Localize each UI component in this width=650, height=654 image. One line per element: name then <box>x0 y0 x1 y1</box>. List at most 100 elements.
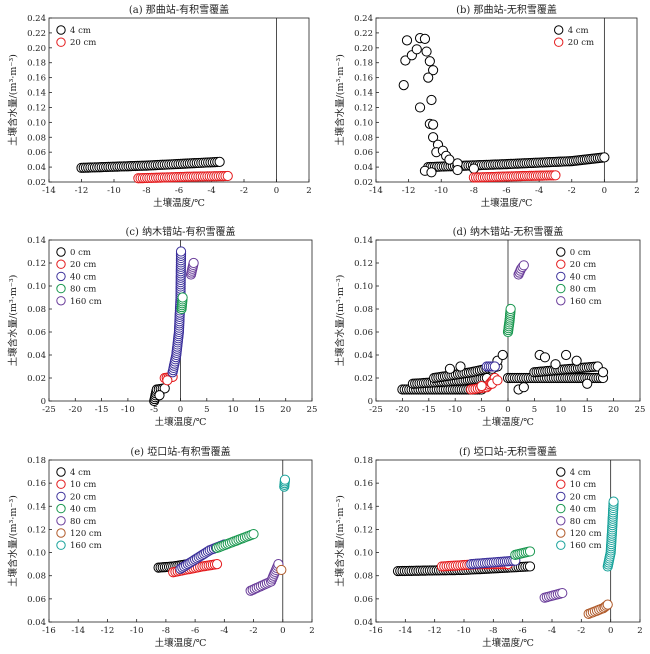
y-tick-label: 0.12 <box>354 259 373 269</box>
x-tick-label: -10 <box>121 405 135 415</box>
y-tick-label: 0.02 <box>27 178 46 188</box>
data-point <box>560 349 572 361</box>
legend-label: 160 cm <box>570 541 602 551</box>
data-point <box>414 102 426 113</box>
y-tick-label: 0.04 <box>27 618 46 628</box>
series-20-cm <box>175 539 230 574</box>
data-point <box>455 361 466 372</box>
x-tick-label: -8 <box>470 186 478 196</box>
series-80-cm <box>245 559 284 596</box>
data-point <box>602 599 613 610</box>
data-point <box>279 474 291 485</box>
y-axis-label: 土壤含水量/(m³·m⁻³) <box>7 275 19 367</box>
legend-marker <box>56 283 66 294</box>
chart-title: (b) 那曲站-无积雪覆盖 <box>456 3 557 16</box>
chart-panel-3: (c) 纳木错站-有积雪覆盖 -25 -20 -15 -10 -5 0 5 10 15 20 25 0 0… <box>7 225 317 428</box>
legend-marker <box>56 296 66 306</box>
data-point <box>539 352 551 363</box>
y-tick-label: 0.10 <box>354 282 373 292</box>
y-tick-label: 0.14 <box>27 89 46 99</box>
y-tick-label: 0.08 <box>27 572 46 582</box>
data-point <box>489 361 500 372</box>
x-tick-label: 10 <box>228 405 239 415</box>
y-tick-label: 0.06 <box>27 595 46 605</box>
chart-panel-5: (e) 埡口站-有积雪覆盖 -16 -14 -12 -10 -8 -6 -4 -2 0 2 0.04 0… <box>7 445 315 649</box>
y-tick-label: 0.18 <box>27 59 46 69</box>
x-tick-label: 2 <box>306 186 311 196</box>
x-tick-label: -5 <box>477 405 485 415</box>
y-axis-label: 土壤含水量/(m³·m⁻³) <box>7 54 19 146</box>
y-tick-label: 0.10 <box>354 549 373 559</box>
y-tick-label: 0.10 <box>354 118 373 128</box>
data-point <box>214 156 225 167</box>
series-0-cm <box>149 383 170 407</box>
legend-marker <box>556 479 566 489</box>
x-tick-label: -6 <box>191 626 199 636</box>
series-20-cm <box>133 170 233 184</box>
data-point <box>524 546 536 557</box>
data-point <box>452 164 463 176</box>
x-tick-label: -4 <box>207 186 215 196</box>
y-axis-label: 土壤含水量/(m³·m⁻³) <box>334 54 346 146</box>
legend-marker <box>556 283 566 294</box>
x-axis-label: 土壤温度/℃ <box>482 637 534 649</box>
legend-label: 4 cm <box>70 26 91 36</box>
legend-label: 80 cm <box>70 285 96 295</box>
legend-marker <box>56 271 66 282</box>
chart-panel-1: (a) 那曲站-有积雪覆盖 -14 -12 -10 -8 -6 -4 -2 0 2 0.02 0.04… <box>7 3 312 209</box>
x-tick-label: 0 <box>608 626 613 636</box>
x-tick-label: 20 <box>280 405 291 415</box>
y-tick-label: 0.08 <box>354 572 373 582</box>
legend-label: 20 cm <box>570 492 596 502</box>
legend-label: 160 cm <box>570 297 602 307</box>
y-tick-label: 0.14 <box>354 236 373 246</box>
y-tick-label: 0.20 <box>354 44 373 54</box>
x-axis-label: 土壤温度/℃ <box>155 416 207 428</box>
series-80-cm <box>502 303 516 338</box>
data-point <box>398 79 409 91</box>
data-point <box>423 72 434 83</box>
data-point <box>599 152 610 163</box>
y-tick-label: 0.16 <box>354 479 373 489</box>
legend-label: 0 cm <box>570 248 591 258</box>
series-120-cm <box>276 564 287 576</box>
y-tick-label: 0.06 <box>354 328 373 338</box>
x-tick-label: -14 <box>398 626 412 636</box>
x-tick-label: 15 <box>254 405 265 415</box>
y-tick-label: 0.18 <box>354 59 373 69</box>
x-tick-label: -12 <box>428 626 442 636</box>
x-tick-label: -25 <box>42 405 56 415</box>
y-tick-label: 0.14 <box>27 502 46 512</box>
y-tick-label: 0.04 <box>354 351 373 361</box>
y-tick-label: 0.24 <box>27 14 46 24</box>
legend-label: 120 cm <box>570 529 602 539</box>
x-tick-label: -6 <box>502 186 510 196</box>
data-point <box>162 375 173 386</box>
data-point <box>505 303 516 315</box>
chart-title: (e) 埡口站-有积雪覆盖 <box>130 445 230 458</box>
legend-marker <box>56 247 66 257</box>
x-tick-label: 2 <box>637 626 642 636</box>
legend-marker <box>56 467 66 477</box>
y-tick-label: 0.20 <box>27 44 46 54</box>
series-120-cm <box>583 599 613 620</box>
data-point <box>154 390 165 401</box>
y-tick-label: 0.14 <box>27 236 46 246</box>
x-tick-label: -12 <box>101 626 115 636</box>
y-tick-label: 0.08 <box>354 305 373 315</box>
legend-marker <box>56 259 66 269</box>
y-tick-label: 0 <box>368 397 373 407</box>
data-point <box>518 382 529 393</box>
chart-panel-2: (b) 那曲站-无积雪覆盖 -14 -12 -10 -8 -6 -4 -2 0 2 0.02 0.04… <box>334 3 640 209</box>
legend-label: 20 cm <box>70 38 96 48</box>
plot-frame <box>48 459 313 623</box>
y-tick-label: 0.12 <box>27 525 46 535</box>
x-tick-label: 15 <box>582 405 593 415</box>
data-point <box>427 65 439 76</box>
data-point <box>426 167 437 178</box>
x-tick-label: 0 <box>274 186 279 196</box>
legend-label: 4 cm <box>70 468 91 478</box>
series-4-cm <box>76 156 225 173</box>
x-tick-label: -14 <box>369 186 383 196</box>
x-tick-label: -15 <box>422 405 436 415</box>
